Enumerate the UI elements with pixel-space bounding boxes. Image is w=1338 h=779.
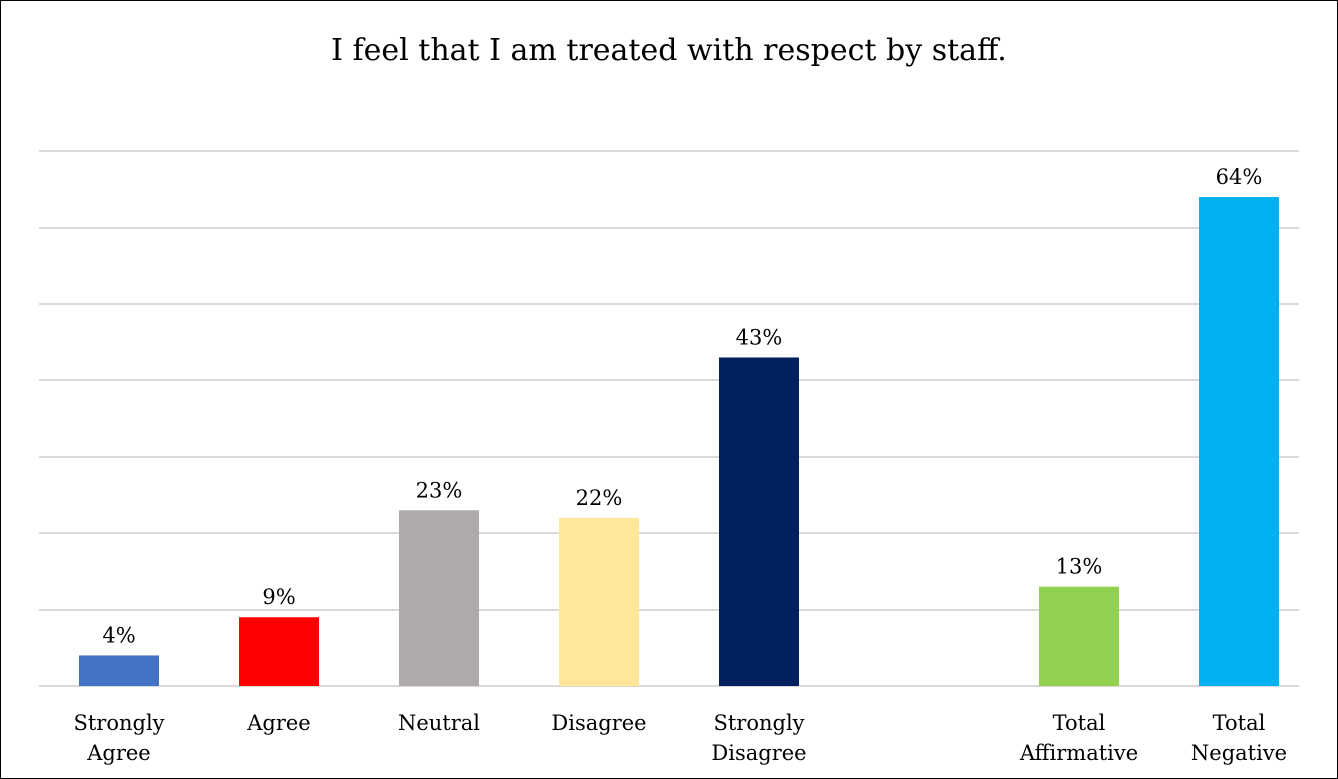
data-label: 64% [1216, 165, 1263, 189]
tick-label: Affirmative [1019, 741, 1138, 765]
tick-label: Total [1213, 711, 1266, 735]
tick-label: Negative [1191, 741, 1287, 765]
tick-label: Total [1053, 711, 1106, 735]
tick-label: Disagree [711, 741, 806, 765]
tick-label: Agree [246, 711, 311, 735]
data-label: 23% [416, 478, 463, 502]
bar [79, 655, 159, 686]
data-label: 13% [1056, 555, 1103, 579]
tick-label: Strongly [713, 711, 804, 735]
bar [399, 510, 479, 686]
bar [1199, 197, 1279, 687]
bar [239, 617, 319, 686]
bar [1039, 586, 1119, 686]
bar [719, 357, 799, 686]
tick-label: Strongly [73, 711, 164, 735]
bar [559, 517, 639, 686]
data-label: 9% [262, 585, 295, 609]
tick-label: Disagree [551, 711, 646, 735]
data-label: 4% [102, 623, 135, 647]
data-label: 43% [736, 325, 783, 349]
chart-title: I feel that I am treated with respect by… [331, 33, 1007, 68]
data-label: 22% [576, 486, 623, 510]
tick-label: Neutral [398, 711, 480, 735]
tick-label: Agree [86, 741, 151, 765]
